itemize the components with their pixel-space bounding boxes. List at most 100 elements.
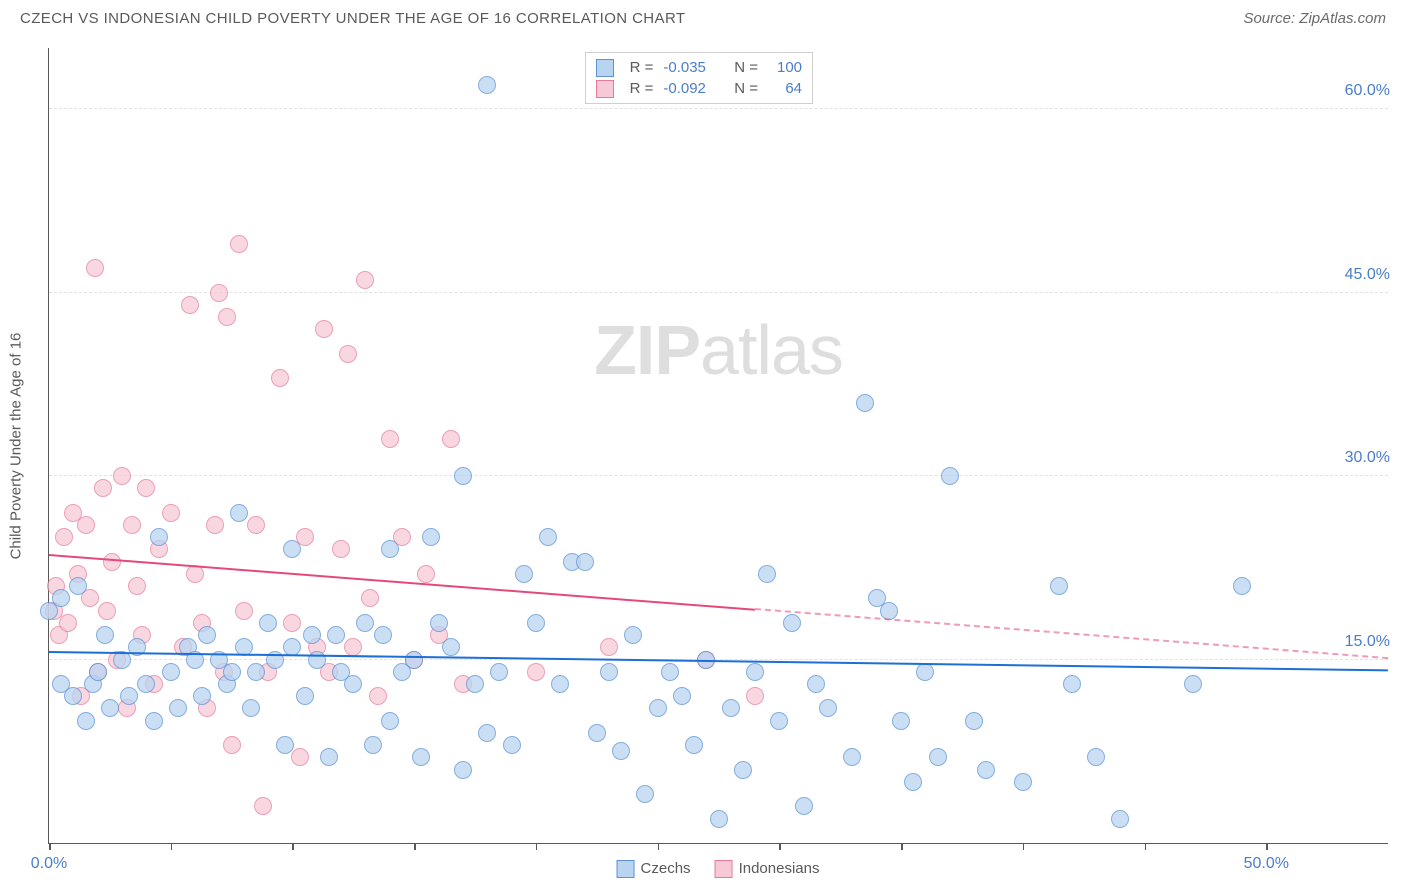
data-point [276, 736, 294, 754]
data-point [230, 235, 248, 253]
gridline [49, 108, 1388, 109]
data-point [454, 467, 472, 485]
data-point [381, 430, 399, 448]
data-point [308, 651, 326, 669]
data-point [291, 748, 309, 766]
legend-swatch [596, 59, 614, 77]
n-value: 100 [768, 57, 802, 78]
data-point [235, 602, 253, 620]
y-tick-label: 60.0% [1341, 82, 1390, 100]
stats-legend-row: R =-0.035 N =100 [596, 57, 802, 78]
data-point [364, 736, 382, 754]
data-point [162, 504, 180, 522]
data-point [137, 675, 155, 693]
data-point [843, 748, 861, 766]
data-point [283, 614, 301, 632]
data-point [661, 663, 679, 681]
data-point [454, 761, 472, 779]
x-tick-label: 50.0% [1244, 855, 1289, 873]
data-point [417, 565, 435, 583]
data-point [369, 687, 387, 705]
legend-item: Indonesians [715, 860, 820, 878]
data-point [315, 320, 333, 338]
data-point [478, 76, 496, 94]
x-tick [414, 843, 416, 850]
data-point [442, 638, 460, 656]
data-point [539, 528, 557, 546]
data-point [96, 626, 114, 644]
x-tick [658, 843, 660, 850]
trend-line [755, 608, 1388, 659]
data-point [466, 675, 484, 693]
data-point [746, 687, 764, 705]
y-axis-title: Child Poverty Under the Age of 16 [8, 332, 25, 559]
data-point [193, 687, 211, 705]
x-tick [901, 843, 903, 850]
data-point [422, 528, 440, 546]
data-point [374, 626, 392, 644]
data-point [128, 577, 146, 595]
y-tick-label: 15.0% [1341, 633, 1390, 651]
data-point [490, 663, 508, 681]
data-point [101, 699, 119, 717]
r-label: R = [630, 57, 654, 78]
data-point [1014, 773, 1032, 791]
data-point [977, 761, 995, 779]
data-point [356, 614, 374, 632]
x-tick [49, 843, 51, 850]
data-point [819, 699, 837, 717]
data-point [344, 638, 362, 656]
data-point [254, 797, 272, 815]
data-point [381, 540, 399, 558]
r-value: -0.092 [663, 78, 706, 99]
data-point [795, 797, 813, 815]
data-point [230, 504, 248, 522]
data-point [162, 663, 180, 681]
data-point [247, 516, 265, 534]
data-point [94, 479, 112, 497]
data-point [332, 540, 350, 558]
data-point [430, 614, 448, 632]
x-tick-label: 0.0% [31, 855, 67, 873]
data-point [746, 663, 764, 681]
trend-line [49, 554, 755, 611]
data-point [710, 810, 728, 828]
data-point [210, 284, 228, 302]
x-tick [171, 843, 173, 850]
data-point [600, 638, 618, 656]
gridline [49, 292, 1388, 293]
data-point [150, 528, 168, 546]
data-point [1087, 748, 1105, 766]
legend-label: Czechs [641, 860, 691, 877]
data-point [1111, 810, 1129, 828]
data-point [89, 663, 107, 681]
data-point [1050, 577, 1068, 595]
data-point [361, 589, 379, 607]
data-point [223, 736, 241, 754]
data-point [218, 308, 236, 326]
data-point [283, 540, 301, 558]
data-point [904, 773, 922, 791]
series-legend: Czechs Indonesians [617, 860, 820, 878]
data-point [247, 663, 265, 681]
data-point [64, 687, 82, 705]
data-point [600, 663, 618, 681]
data-point [181, 296, 199, 314]
data-point [892, 712, 910, 730]
data-point [783, 614, 801, 632]
data-point [198, 626, 216, 644]
data-point [734, 761, 752, 779]
legend-swatch [715, 860, 733, 878]
data-point [77, 712, 95, 730]
legend-item: Czechs [617, 860, 691, 878]
data-point [327, 626, 345, 644]
legend-swatch [617, 860, 635, 878]
data-point [770, 712, 788, 730]
data-point [98, 602, 116, 620]
data-point [344, 675, 362, 693]
data-point [103, 553, 121, 571]
data-point [503, 736, 521, 754]
data-point [271, 369, 289, 387]
data-point [59, 614, 77, 632]
data-point [527, 614, 545, 632]
